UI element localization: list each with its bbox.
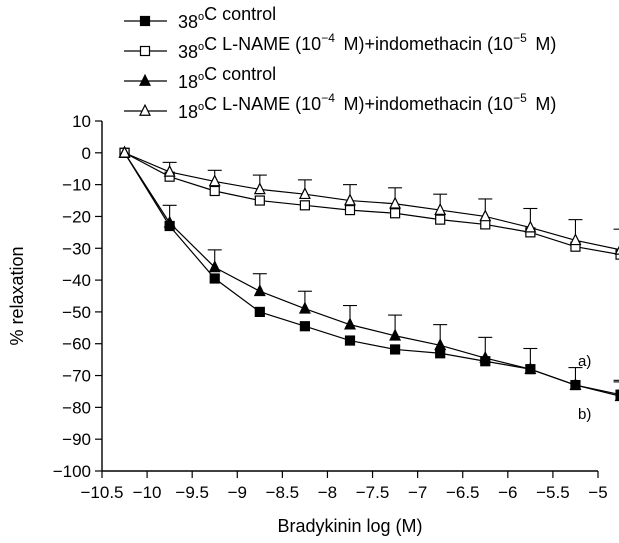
legend-item: 38oC L-NAME (10−4 M)+indomethacin (10−5 … <box>124 31 556 62</box>
legend-item: 18oC L-NAME (10−4 M)+indomethacin (10−5 … <box>124 91 556 122</box>
data-point <box>479 209 492 222</box>
x-tick-label: −5.5 <box>536 483 570 502</box>
data-point <box>524 361 537 375</box>
data-point <box>569 377 582 390</box>
y-tick-label: −20 <box>62 207 91 226</box>
data-point <box>208 260 221 273</box>
error-bar <box>613 381 619 383</box>
y-axis-ticks: 10 0 −10 −20 −30 −40 −50 −60 −70 −80 −90 −100 <box>53 112 102 481</box>
y-tick-label: −40 <box>62 271 91 290</box>
data-point <box>298 301 311 314</box>
y-tick-label: −100 <box>53 462 91 481</box>
legend-label: 18oC L-NAME (10−4 M)+indomethacin (10−5 … <box>178 91 556 122</box>
x-tick-label: −7 <box>408 483 427 502</box>
data-point <box>389 328 402 341</box>
data-point <box>434 338 447 351</box>
legend-item: 18oC control <box>124 64 276 92</box>
series-1 <box>119 147 619 400</box>
error-bar <box>613 228 619 230</box>
y-axis-title: % relaxation <box>7 246 27 345</box>
legend-swatch-marker <box>139 103 151 116</box>
data-point <box>163 215 176 228</box>
data-point <box>254 306 265 318</box>
legend-label: 18oC control <box>178 64 276 92</box>
data-point <box>299 200 311 211</box>
legend-item: 38oC control <box>124 4 276 32</box>
data-point <box>434 202 447 215</box>
data-point <box>389 208 401 219</box>
data-point <box>524 220 537 233</box>
legend-label: 38oC L-NAME (10−4 M)+indomethacin (10−5 … <box>178 31 556 62</box>
data-point <box>208 174 221 187</box>
y-tick-label: −50 <box>62 303 91 322</box>
data-point <box>253 284 266 297</box>
y-tick-label: −30 <box>62 239 91 258</box>
y-tick-label: 0 <box>82 144 91 163</box>
y-tick-label: −70 <box>62 367 91 386</box>
series-line <box>124 152 619 395</box>
data-point <box>209 185 220 197</box>
annotation-b: b) <box>578 406 591 423</box>
x-tick-label: −7.5 <box>356 483 390 502</box>
annotation-a: a) <box>578 353 591 370</box>
data-point <box>118 145 131 158</box>
data-point <box>253 182 266 195</box>
series-3 <box>118 145 619 402</box>
x-tick-label: −6 <box>498 483 517 502</box>
data-point <box>389 344 401 355</box>
x-tick-label: −8.5 <box>266 483 300 502</box>
y-tick-label: 10 <box>72 112 91 131</box>
data-point <box>479 350 492 363</box>
y-tick-label: −60 <box>62 335 91 354</box>
series-line <box>124 152 619 251</box>
data-point <box>344 193 356 206</box>
x-axis-title: Bradykinin log (M) <box>277 516 422 536</box>
data-point <box>298 186 311 200</box>
data-point <box>163 164 176 177</box>
x-tick-label: −9.5 <box>175 483 209 502</box>
data-point <box>209 273 220 284</box>
legend-label: 38oC control <box>178 4 276 32</box>
legend-swatch-marker <box>139 45 151 57</box>
x-tick-label: −8 <box>318 483 337 502</box>
annotations: a) b) <box>578 353 591 423</box>
x-tick-label: −6.5 <box>446 483 480 502</box>
series-line <box>124 152 619 255</box>
data-point <box>614 245 619 255</box>
data-point <box>344 204 356 216</box>
data-point <box>569 233 582 246</box>
data-series <box>118 145 619 402</box>
x-tick-label: −10 <box>133 483 162 502</box>
y-tick-label: −80 <box>62 398 91 417</box>
series-line <box>124 152 619 397</box>
x-tick-label: −10.5 <box>80 483 123 502</box>
series-4 <box>118 145 619 255</box>
data-point <box>389 196 402 209</box>
series-2 <box>119 147 619 260</box>
legend-swatch-marker <box>139 73 151 86</box>
data-point <box>254 195 265 206</box>
y-tick-label: −10 <box>62 176 91 195</box>
x-axis-ticks: −10.5 −10 −9.5 −9 −8.5 −8 −7.5 −7 −6.5 −6 −5.5 −5 <box>80 471 608 502</box>
data-point <box>299 321 311 332</box>
chart-axes <box>101 121 598 472</box>
x-tick-label: −5 <box>588 483 607 502</box>
data-point <box>435 214 446 225</box>
data-point <box>344 317 356 330</box>
error-bar <box>613 379 619 381</box>
data-point <box>614 392 619 402</box>
x-tick-label: −9 <box>228 483 247 502</box>
y-tick-label: −90 <box>62 430 91 449</box>
data-point <box>344 335 356 346</box>
legend-swatch-marker <box>139 15 151 27</box>
